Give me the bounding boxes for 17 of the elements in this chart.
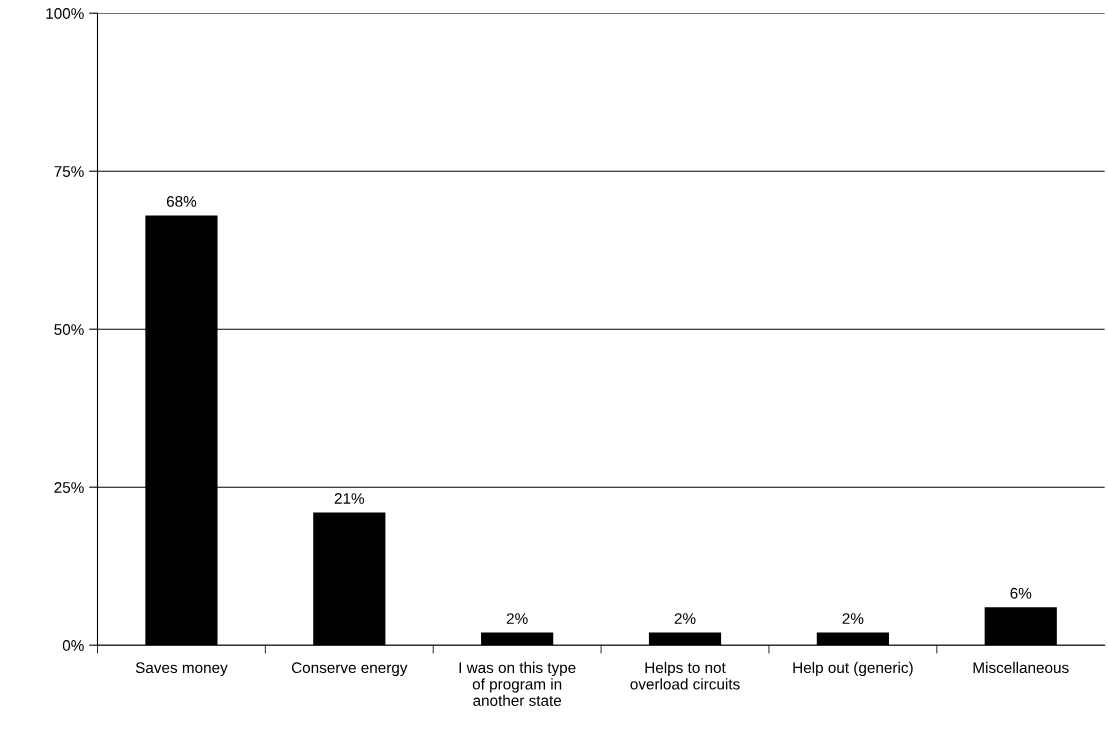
y-tick-label: 25% [54, 482, 84, 493]
y-tick-label: 0% [62, 640, 84, 651]
x-tick-label: Helps to not overload circuits [630, 661, 740, 690]
x-tick-label: Conserve energy [291, 662, 408, 677]
data-label: 2% [842, 613, 864, 624]
data-label: 21% [334, 493, 365, 504]
x-tick-label: I was on this type of program in another state [459, 661, 576, 706]
y-tick-label: 100% [46, 8, 84, 19]
y-tick-label: 75% [54, 166, 84, 177]
x-tick-label: Help out (generic) [793, 661, 913, 677]
data-label: 2% [674, 613, 696, 624]
data-label: 68% [166, 196, 197, 207]
y-tick-label: 50% [54, 324, 84, 335]
x-tick-label: Miscellaneous [973, 661, 1069, 674]
data-label: 2% [506, 613, 528, 624]
x-tick-label: Saves money [135, 662, 228, 677]
data-label: 6% [1010, 587, 1032, 599]
